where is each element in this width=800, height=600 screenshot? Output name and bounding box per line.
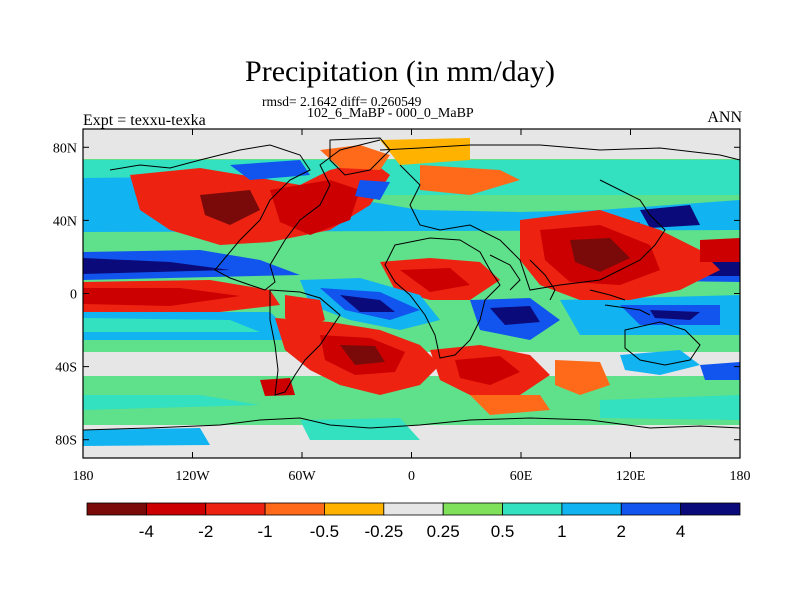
colorbar-label: 2 (617, 522, 626, 541)
colorbar-label: -0.5 (310, 522, 339, 541)
colorbar-swatch (264, 502, 325, 516)
colorbar-label: 1 (557, 522, 566, 541)
lon-tick-label: 180 (73, 469, 94, 484)
colorbar-label: -4 (139, 522, 154, 541)
colorbar-label: 0.25 (427, 522, 460, 541)
colorbar-swatch (205, 502, 266, 516)
plot-title: Precipitation (in mm/day) (245, 55, 555, 88)
colorbar-swatch (145, 502, 207, 516)
colorbar-swatch (680, 502, 741, 516)
colorbar-swatch (561, 502, 622, 516)
lon-tick-label: 180 (730, 469, 751, 484)
longitude-axis: 180 120W 60W 0 60E 120E 180 (73, 129, 751, 484)
colorbar-swatch (502, 502, 563, 516)
expt-label: Expt = texxu-texka (83, 112, 206, 129)
colorbar-label: -1 (258, 522, 273, 541)
experiment-line: 102_6_MaBP - 000_0_MaBP (307, 106, 474, 121)
colorbar-swatch (86, 502, 147, 516)
lon-tick-label: 0 (408, 469, 415, 484)
stats-line: rmsd= 2.1642 diff= 0.260549 (262, 94, 422, 109)
colorbar-label: 0.5 (491, 522, 515, 541)
lon-tick-label: 60E (510, 469, 533, 484)
colorbar-swatch (620, 502, 682, 516)
precipitation-field (83, 129, 740, 458)
colorbar-label: -2 (198, 522, 213, 541)
lon-tick-label: 120W (175, 469, 210, 484)
lat-tick-label: 80S (55, 434, 77, 449)
lat-tick-label: 40S (55, 361, 77, 376)
colorbar: -4 -2 -1 -0.5 -0.25 0.25 0.5 1 2 4 (86, 502, 741, 541)
season-label: ANN (707, 109, 742, 126)
lat-tick-label: 40N (53, 214, 77, 229)
lat-tick-label: 80N (53, 141, 77, 156)
latitude-axis: 80N 40N 0 40S 80S (53, 141, 740, 449)
coastlines (83, 137, 740, 431)
lon-tick-label: 120E (616, 469, 646, 484)
lat-tick-label: 0 (70, 288, 77, 303)
colorbar-swatch (324, 502, 385, 516)
colorbar-swatch (442, 502, 503, 516)
colorbar-label: -0.25 (364, 522, 403, 541)
colorbar-label: 4 (676, 522, 685, 541)
colorbar-swatch (383, 502, 444, 516)
lon-tick-label: 60W (288, 469, 316, 484)
